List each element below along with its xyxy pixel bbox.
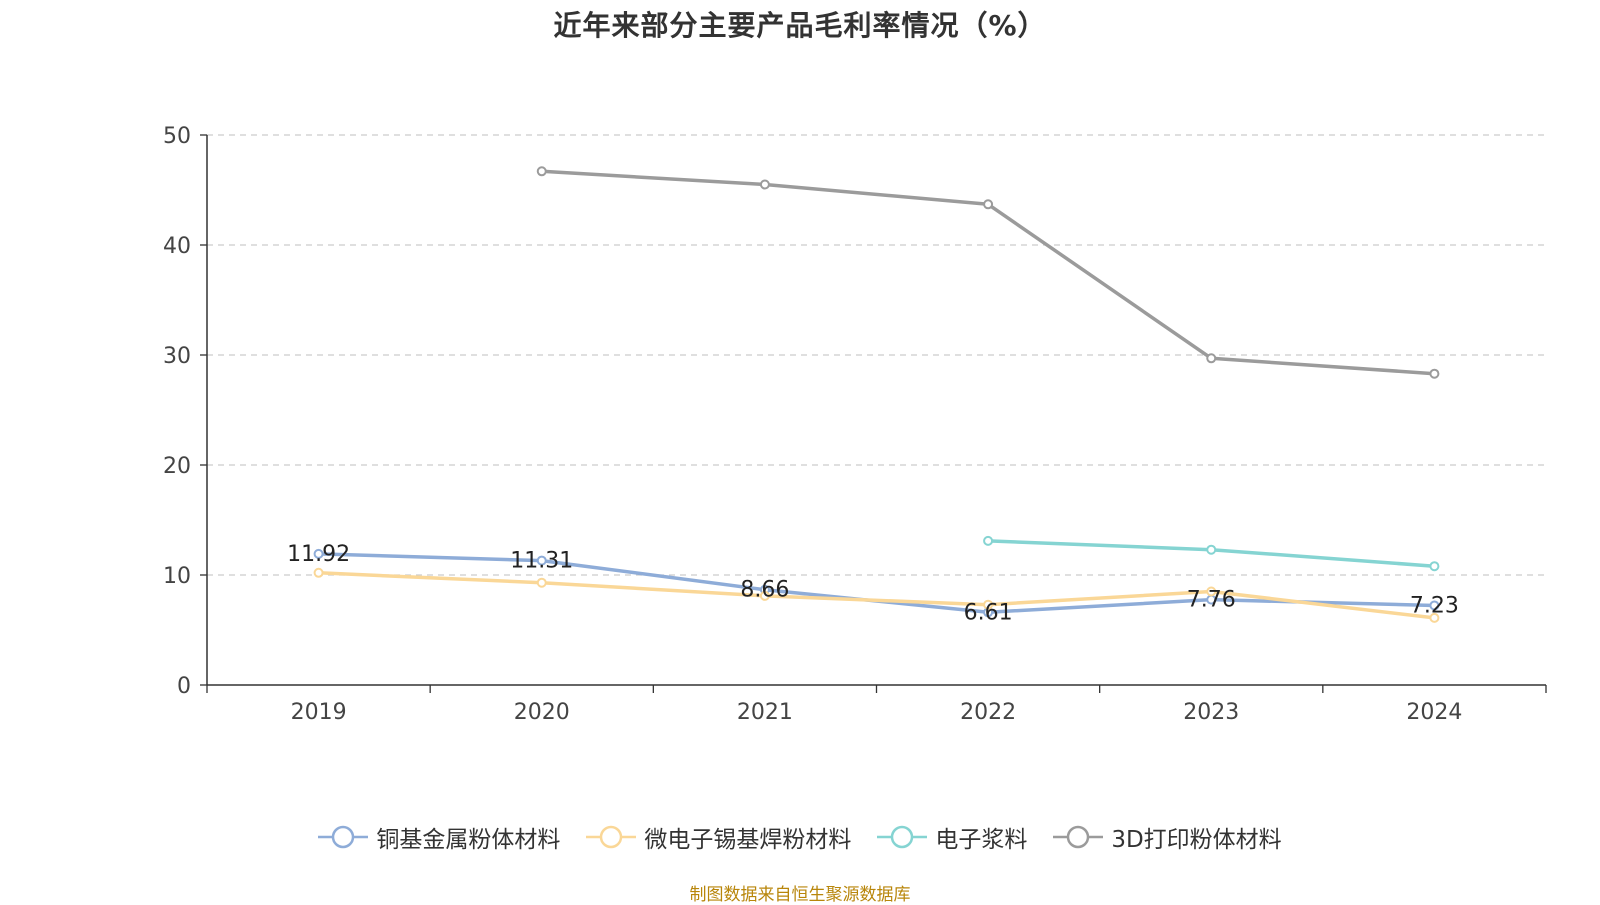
data-point[interactable]	[759, 590, 770, 601]
source-note: 制图数据来自恒生聚源数据库	[689, 885, 911, 905]
x-tick-label: 2022	[960, 700, 1016, 725]
data-point[interactable]	[1206, 586, 1217, 597]
data-point[interactable]	[536, 555, 547, 566]
data-point[interactable]	[983, 535, 994, 546]
y-tick-label: 30	[163, 344, 191, 369]
data-point[interactable]	[1429, 600, 1440, 611]
data-point[interactable]	[1429, 561, 1440, 572]
data-label: 6.61	[964, 600, 1013, 625]
data-label: 7.76	[1187, 588, 1236, 613]
y-tick-label: 50	[163, 124, 191, 149]
data-point[interactable]	[313, 567, 324, 578]
y-tick-label: 40	[163, 234, 191, 259]
data-point[interactable]	[1206, 544, 1217, 555]
data-label: 8.66	[740, 578, 789, 603]
legend-item-1[interactable]: 微电子锡基焊粉材料	[586, 820, 851, 854]
x-tick-label: 2021	[737, 700, 793, 725]
legend-swatch	[877, 825, 928, 849]
data-point[interactable]	[313, 548, 324, 559]
y-tick-label: 10	[163, 564, 191, 589]
legend-item-3[interactable]: 3D打印粉体材料	[1053, 820, 1282, 854]
axes: 0 10 20 30 40 50 2019 2020 2021 2022 2023 2024	[163, 124, 1547, 725]
chart-title: 近年来部分主要产品毛利率情况（%）	[553, 9, 1047, 42]
legend-swatch	[318, 825, 369, 849]
legend-label: 微电子锡基焊粉材料	[644, 827, 852, 853]
y-tick-label: 20	[163, 454, 191, 479]
legend-item-0[interactable]: 铜基金属粉体材料	[318, 820, 560, 854]
data-label: 11.92	[287, 542, 350, 567]
legend-swatch	[1053, 825, 1104, 849]
data-point[interactable]	[1206, 353, 1217, 364]
legend-item-2[interactable]: 电子浆料	[877, 820, 1027, 854]
data-point[interactable]	[983, 599, 994, 610]
series-line-1[interactable]	[318, 571, 1435, 620]
legend-swatch	[586, 825, 637, 849]
legend: 铜基金属粉体材料 微电子锡基焊粉材料 电子浆料 3D打印粉体材料	[0, 820, 1600, 854]
data-point[interactable]	[536, 577, 547, 588]
x-tick-label: 2020	[514, 700, 570, 725]
data-point[interactable]	[536, 166, 547, 177]
series-lines	[313, 166, 1440, 623]
data-label: 11.31	[510, 549, 573, 574]
x-tick-label: 2023	[1183, 700, 1239, 725]
legend-label: 电子浆料	[935, 827, 1028, 853]
gridlines	[207, 134, 1546, 576]
data-point[interactable]	[1429, 612, 1440, 623]
data-point[interactable]	[1429, 368, 1440, 379]
data-labels: 11.92 11.31 8.66 6.61 7.76 7.23	[287, 542, 1459, 625]
series-line-0[interactable]	[318, 552, 1435, 615]
legend-label: 铜基金属粉体材料	[376, 827, 561, 853]
x-tick-label: 2024	[1406, 700, 1462, 725]
data-point[interactable]	[983, 199, 994, 210]
data-label: 7.23	[1410, 593, 1459, 618]
y-tick-label: 0	[177, 674, 191, 699]
x-tick-label: 2019	[291, 700, 347, 725]
legend-label: 3D打印粉体材料	[1111, 827, 1282, 853]
data-point[interactable]	[759, 179, 770, 190]
